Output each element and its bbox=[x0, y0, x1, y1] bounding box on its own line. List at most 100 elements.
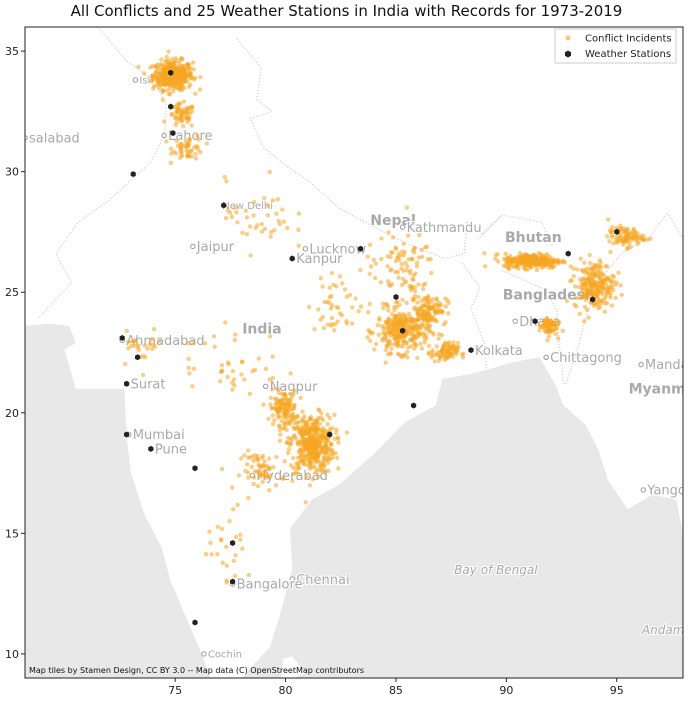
conflict-point bbox=[187, 115, 192, 121]
conflict-point bbox=[344, 319, 349, 324]
conflict-point bbox=[582, 304, 588, 309]
conflict-point bbox=[268, 395, 273, 400]
conflict-point bbox=[584, 287, 589, 293]
conflict-point bbox=[405, 349, 410, 355]
conflict-point bbox=[303, 500, 308, 505]
conflict-point bbox=[325, 422, 330, 427]
conflict-point bbox=[258, 474, 263, 480]
conflict-point bbox=[196, 147, 201, 152]
conflict-point bbox=[305, 453, 310, 458]
conflict-point bbox=[412, 288, 418, 294]
conflict-point bbox=[624, 246, 630, 252]
conflict-point bbox=[403, 260, 408, 266]
boundary-line-7 bbox=[466, 214, 503, 236]
conflict-point bbox=[279, 398, 284, 403]
conflict-point bbox=[222, 174, 227, 180]
conflict-point bbox=[337, 311, 343, 316]
conflict-point bbox=[405, 264, 410, 269]
conflict-point bbox=[250, 454, 256, 459]
conflict-point bbox=[399, 261, 404, 267]
conflict-point bbox=[373, 261, 378, 266]
conflict-point bbox=[329, 315, 335, 321]
conflict-point bbox=[527, 264, 533, 269]
conflict-point bbox=[379, 236, 384, 241]
sri-lanka-land bbox=[281, 656, 306, 678]
conflict-point bbox=[283, 422, 288, 428]
conflict-point bbox=[406, 233, 411, 238]
conflict-point bbox=[432, 359, 437, 364]
conflict-point bbox=[443, 304, 448, 309]
weather-station-point bbox=[148, 445, 154, 452]
conflict-point bbox=[331, 451, 336, 456]
weather-station-point bbox=[411, 402, 417, 409]
conflict-point bbox=[585, 266, 590, 271]
conflict-point bbox=[413, 322, 419, 327]
place-label: Hyderabad bbox=[256, 469, 328, 484]
weather-station-point bbox=[168, 69, 174, 76]
place-label: Mandalay bbox=[645, 358, 693, 373]
conflict-point bbox=[229, 214, 235, 219]
conflict-point bbox=[212, 344, 217, 349]
conflict-point bbox=[145, 346, 150, 351]
conflict-point bbox=[277, 221, 283, 227]
conflict-point bbox=[371, 257, 377, 263]
conflict-point bbox=[230, 485, 235, 490]
conflict-point bbox=[178, 111, 183, 116]
conflict-point bbox=[534, 264, 539, 269]
conflict-point bbox=[193, 75, 198, 81]
conflict-point bbox=[224, 544, 229, 549]
conflict-point bbox=[238, 532, 243, 537]
conflict-point bbox=[422, 340, 427, 345]
conflict-point bbox=[342, 287, 348, 292]
conflict-point bbox=[207, 529, 212, 534]
conflict-point bbox=[375, 323, 380, 328]
boundary-line-5 bbox=[565, 212, 669, 385]
conflict-point bbox=[545, 338, 550, 343]
conflict-point bbox=[400, 341, 406, 346]
conflict-point bbox=[546, 329, 551, 334]
conflict-point bbox=[618, 283, 623, 288]
conflict-point bbox=[178, 116, 183, 121]
conflict-point bbox=[307, 436, 312, 441]
conflict-point bbox=[419, 323, 425, 328]
conflict-point bbox=[598, 301, 604, 306]
conflict-point bbox=[501, 256, 507, 262]
conflict-point bbox=[577, 311, 582, 316]
conflict-point bbox=[285, 440, 290, 445]
conflict-point bbox=[521, 264, 527, 269]
conflict-point bbox=[580, 287, 586, 293]
conflict-point bbox=[280, 476, 285, 481]
conflict-point bbox=[307, 416, 312, 421]
conflict-point bbox=[436, 336, 441, 341]
conflict-point bbox=[390, 235, 396, 240]
conflict-point bbox=[368, 338, 373, 343]
place-label: Bangladesh bbox=[503, 288, 595, 304]
conflict-point bbox=[376, 332, 381, 337]
conflict-point bbox=[412, 246, 417, 251]
conflict-point bbox=[421, 282, 426, 288]
conflict-point bbox=[292, 406, 297, 411]
conflict-point bbox=[619, 230, 624, 235]
place-label: salabad bbox=[29, 132, 80, 147]
conflict-point bbox=[189, 105, 194, 110]
conflict-point bbox=[170, 64, 176, 69]
conflict-point bbox=[320, 284, 325, 289]
conflict-point bbox=[598, 269, 603, 274]
weather-station-point bbox=[221, 202, 227, 209]
boundaries bbox=[37, 27, 683, 385]
conflict-point bbox=[296, 463, 301, 468]
conflict-point bbox=[175, 106, 180, 112]
conflict-incidents bbox=[123, 49, 653, 585]
conflict-point bbox=[414, 264, 420, 269]
conflict-point bbox=[332, 412, 337, 417]
conflict-point bbox=[161, 80, 166, 85]
conflict-point bbox=[175, 143, 181, 148]
conflict-point bbox=[230, 387, 235, 392]
conflict-point bbox=[193, 156, 199, 161]
conflict-point bbox=[330, 455, 336, 460]
conflict-point bbox=[285, 225, 290, 231]
conflict-point bbox=[609, 234, 615, 240]
conflict-point bbox=[545, 258, 551, 263]
conflict-point bbox=[257, 471, 262, 476]
y-axis: 10 15 20 25 30 35 bbox=[5, 45, 25, 661]
